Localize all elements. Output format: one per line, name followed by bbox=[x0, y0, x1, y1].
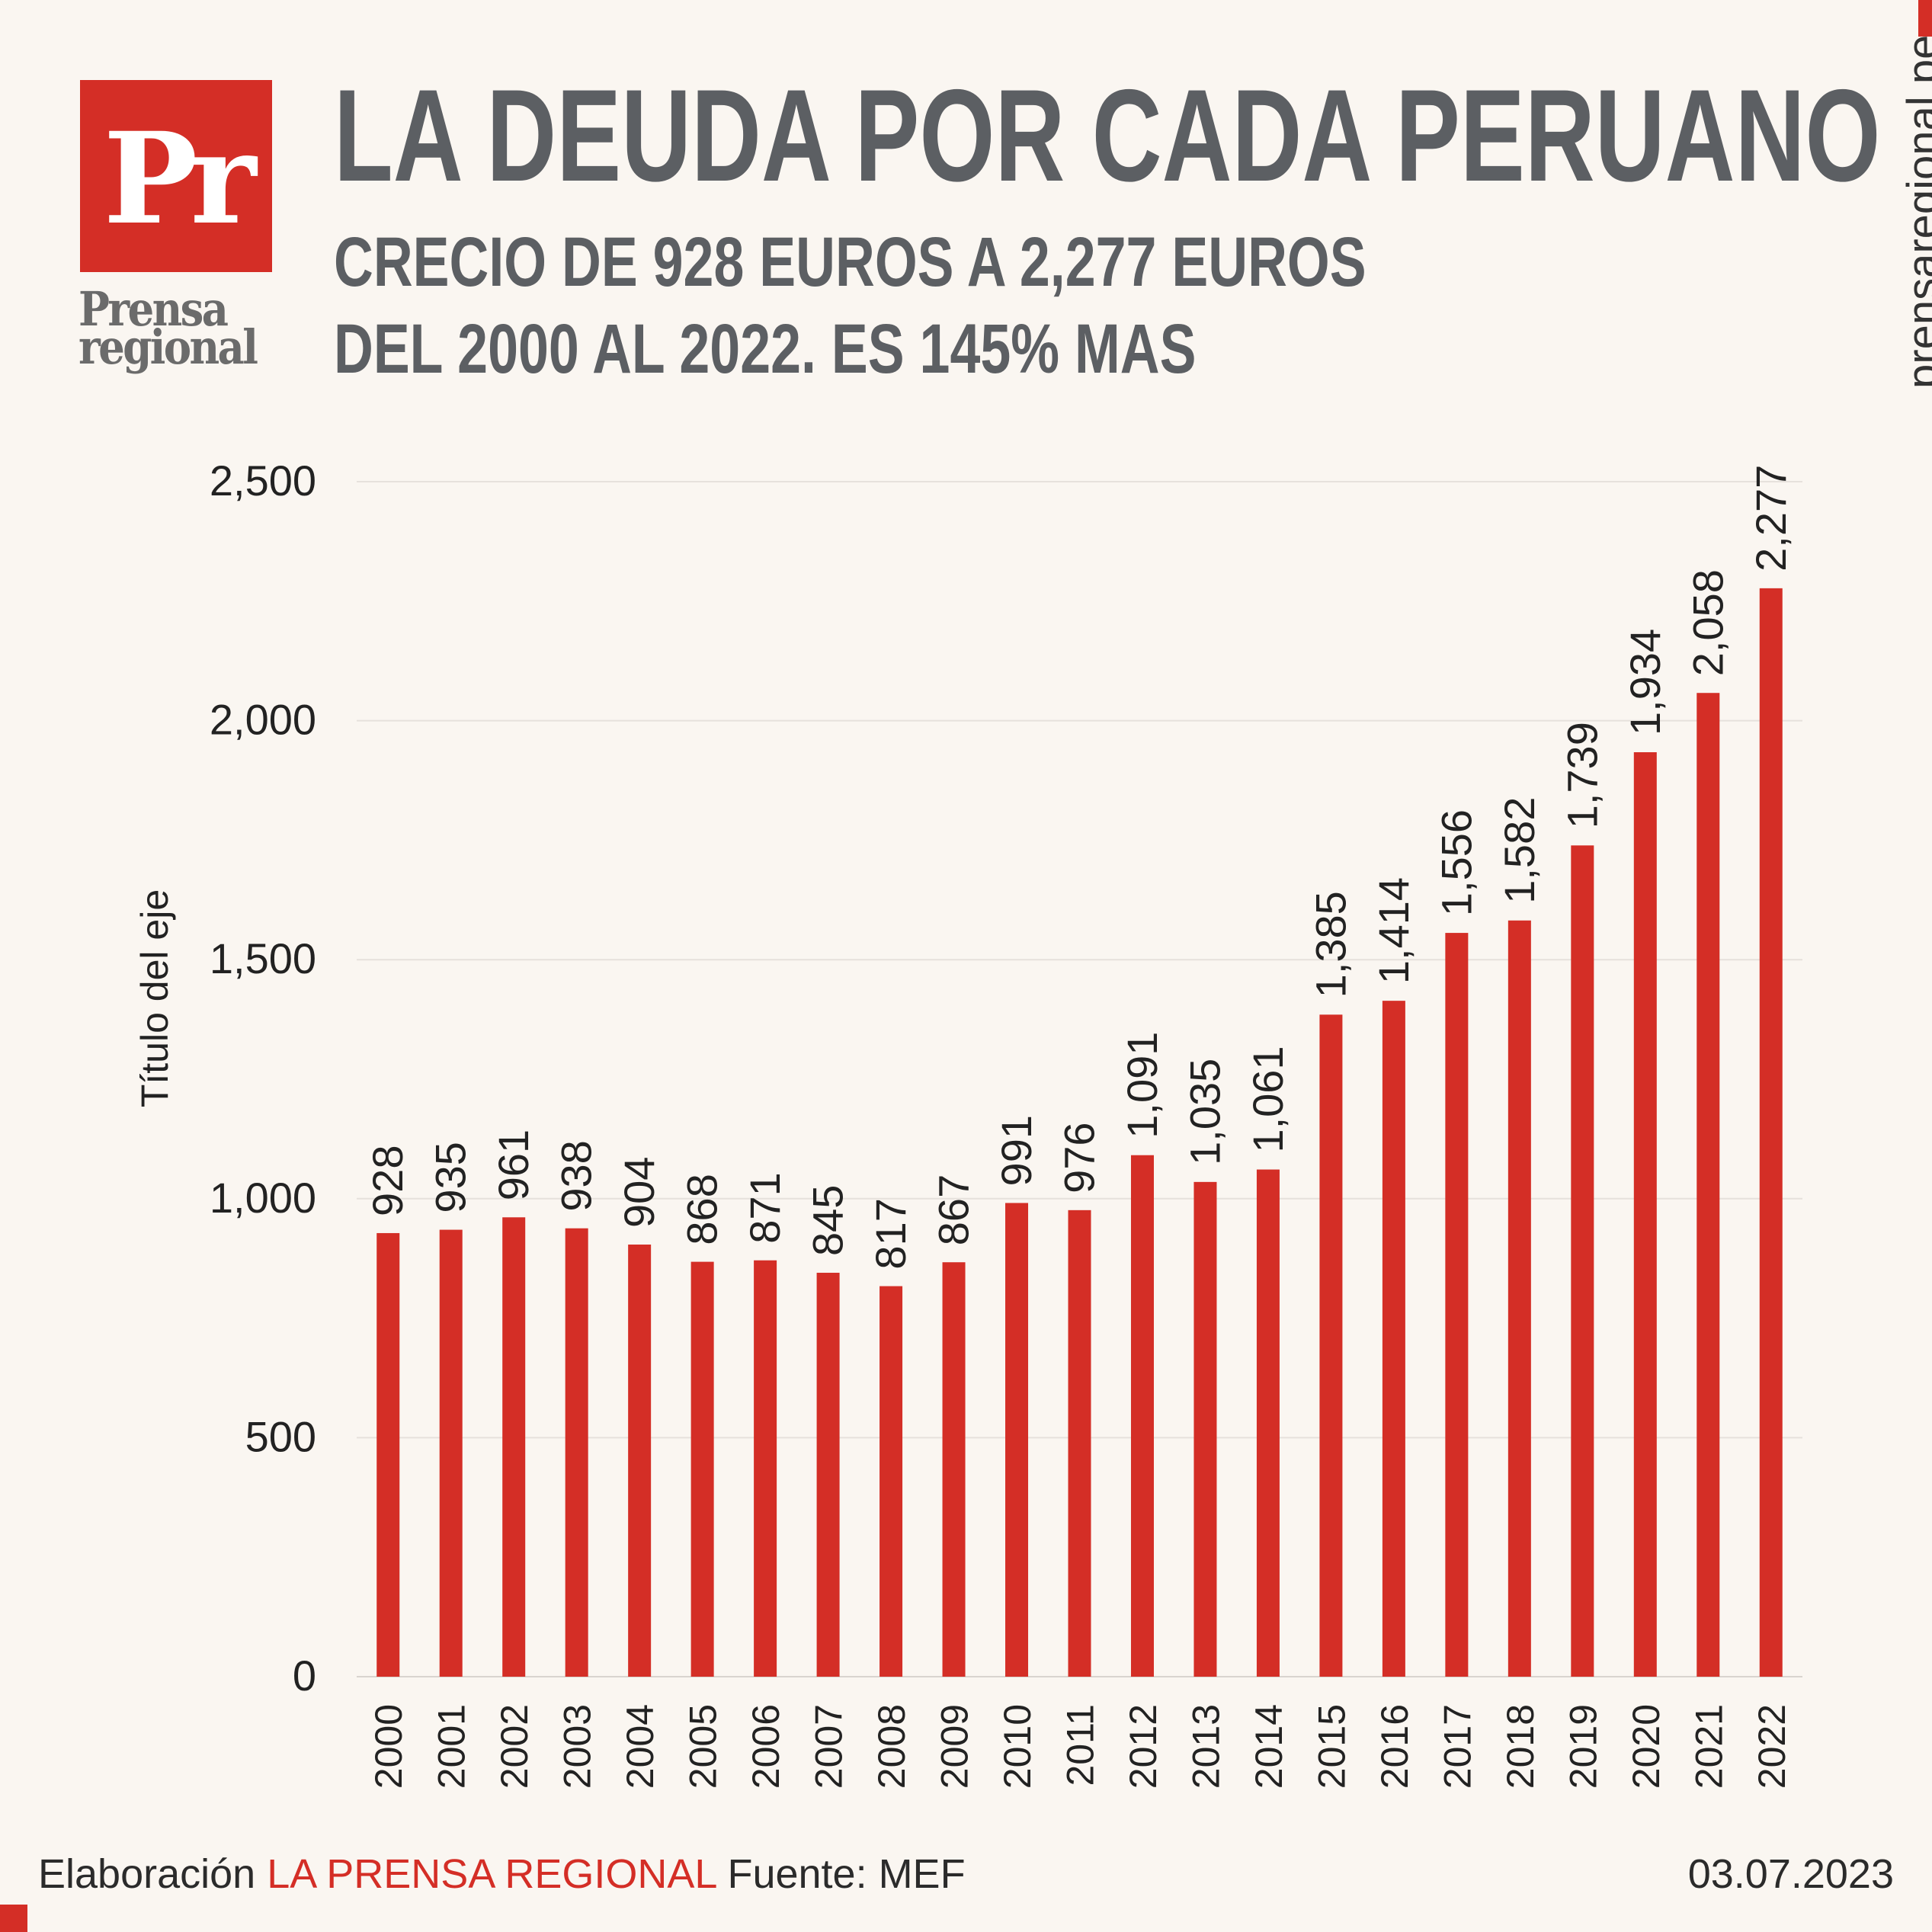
subtitle-line-2: DEL 2000 AL 2022. ES 145% MAS bbox=[334, 310, 1197, 388]
data-label: 1,035 bbox=[1181, 1059, 1229, 1165]
x-tick-label: 2019 bbox=[1562, 1704, 1604, 1789]
page-title: LA DEUDA POR CADA PERUANO bbox=[334, 62, 1881, 209]
footer-source: Fuente: MEF bbox=[727, 1851, 966, 1897]
x-tick-label: 2022 bbox=[1751, 1704, 1793, 1789]
data-label: 868 bbox=[678, 1174, 726, 1245]
data-label: 1,739 bbox=[1558, 722, 1606, 828]
data-label: 2,277 bbox=[1747, 465, 1795, 572]
y-tick-label: 500 bbox=[245, 1412, 316, 1460]
x-tick-label: 2009 bbox=[934, 1704, 976, 1789]
data-label: 1,556 bbox=[1432, 809, 1480, 916]
logo-word-prensa: Prensa bbox=[78, 281, 229, 337]
y-axis-title: Título del eje bbox=[133, 889, 176, 1107]
data-label: 928 bbox=[364, 1145, 412, 1216]
x-tick-label: 2021 bbox=[1687, 1704, 1730, 1789]
bar bbox=[1633, 751, 1657, 1677]
corner-accent-top-right bbox=[1918, 0, 1932, 37]
bar bbox=[502, 1217, 526, 1677]
bar bbox=[1130, 1155, 1154, 1677]
data-label: 904 bbox=[615, 1157, 663, 1228]
corner-accent-bottom-left bbox=[0, 1905, 27, 1932]
y-tick-label: 2,500 bbox=[210, 457, 316, 505]
data-label: 1,091 bbox=[1118, 1032, 1166, 1139]
x-tick-label: 2017 bbox=[1436, 1704, 1479, 1789]
data-label: 976 bbox=[1056, 1122, 1104, 1193]
data-label: 817 bbox=[867, 1198, 915, 1269]
bar bbox=[754, 1260, 777, 1677]
bar bbox=[1068, 1210, 1091, 1677]
bar bbox=[816, 1273, 840, 1677]
bar bbox=[1697, 693, 1720, 1677]
footer-brand: LA PRENSA REGIONAL bbox=[267, 1851, 716, 1897]
data-label: 867 bbox=[930, 1174, 978, 1245]
bar bbox=[879, 1286, 903, 1677]
x-tick-label: 2001 bbox=[431, 1704, 473, 1789]
data-label: 991 bbox=[992, 1115, 1040, 1186]
bar bbox=[628, 1245, 652, 1677]
data-label: 1,582 bbox=[1495, 797, 1543, 904]
y-tick-label: 1,000 bbox=[210, 1174, 316, 1222]
x-tick-label: 2018 bbox=[1499, 1704, 1542, 1789]
bar bbox=[1571, 845, 1594, 1677]
logo: Pr bbox=[80, 80, 272, 272]
bar bbox=[1256, 1169, 1280, 1677]
data-label: 1,414 bbox=[1370, 877, 1418, 984]
bar bbox=[1445, 933, 1469, 1677]
bar bbox=[1005, 1203, 1029, 1677]
footer-credit: Elaboración LA PRENSA REGIONAL Fuente: M… bbox=[38, 1850, 966, 1898]
x-tick-label: 2004 bbox=[619, 1704, 662, 1789]
x-tick-label: 2020 bbox=[1625, 1704, 1668, 1789]
bar bbox=[565, 1228, 588, 1677]
subtitle-line-1: CRECIO DE 928 EUROS A 2,277 EUROS bbox=[334, 223, 1366, 301]
bar bbox=[1319, 1014, 1343, 1677]
data-label: 871 bbox=[741, 1172, 789, 1243]
data-label: 845 bbox=[804, 1185, 852, 1256]
x-tick-label: 2006 bbox=[745, 1704, 787, 1789]
bar bbox=[942, 1262, 966, 1677]
x-tick-label: 2015 bbox=[1310, 1704, 1353, 1789]
bar bbox=[376, 1232, 400, 1677]
x-tick-label: 2011 bbox=[1059, 1704, 1102, 1786]
x-tick-label: 2016 bbox=[1373, 1704, 1416, 1789]
x-tick-label: 2014 bbox=[1248, 1704, 1290, 1789]
footer-prefix: Elaboración bbox=[38, 1851, 256, 1897]
x-tick-label: 2013 bbox=[1184, 1704, 1227, 1789]
y-tick-label: 0 bbox=[293, 1652, 316, 1700]
x-tick-label: 2002 bbox=[493, 1704, 536, 1789]
bar bbox=[1193, 1181, 1217, 1677]
data-label: 2,058 bbox=[1684, 569, 1732, 676]
data-label: 938 bbox=[553, 1140, 601, 1211]
x-tick-label: 2000 bbox=[367, 1704, 410, 1789]
x-tick-label: 2010 bbox=[996, 1704, 1039, 1789]
bar bbox=[1507, 920, 1531, 1677]
bar bbox=[439, 1229, 463, 1677]
bar bbox=[1382, 1001, 1405, 1677]
data-label: 961 bbox=[489, 1129, 537, 1200]
y-tick-label: 2,000 bbox=[210, 696, 316, 744]
x-tick-label: 2008 bbox=[870, 1704, 913, 1789]
x-tick-label: 2003 bbox=[556, 1704, 599, 1789]
bar bbox=[1759, 588, 1783, 1677]
data-label: 1,385 bbox=[1306, 891, 1354, 998]
logo-word-regional: regional bbox=[78, 319, 258, 375]
data-label: 935 bbox=[427, 1142, 475, 1213]
y-tick-label: 1,500 bbox=[210, 934, 316, 982]
logo-mark: Pr bbox=[103, 104, 256, 252]
data-label: 1,061 bbox=[1244, 1046, 1292, 1152]
bar bbox=[690, 1261, 714, 1677]
footer-date: 03.07.2023 bbox=[1687, 1851, 1894, 1897]
x-tick-label: 2005 bbox=[682, 1704, 725, 1789]
x-tick-label: 2012 bbox=[1122, 1704, 1165, 1789]
x-tick-label: 2007 bbox=[808, 1704, 851, 1789]
data-label: 1,934 bbox=[1621, 629, 1669, 735]
